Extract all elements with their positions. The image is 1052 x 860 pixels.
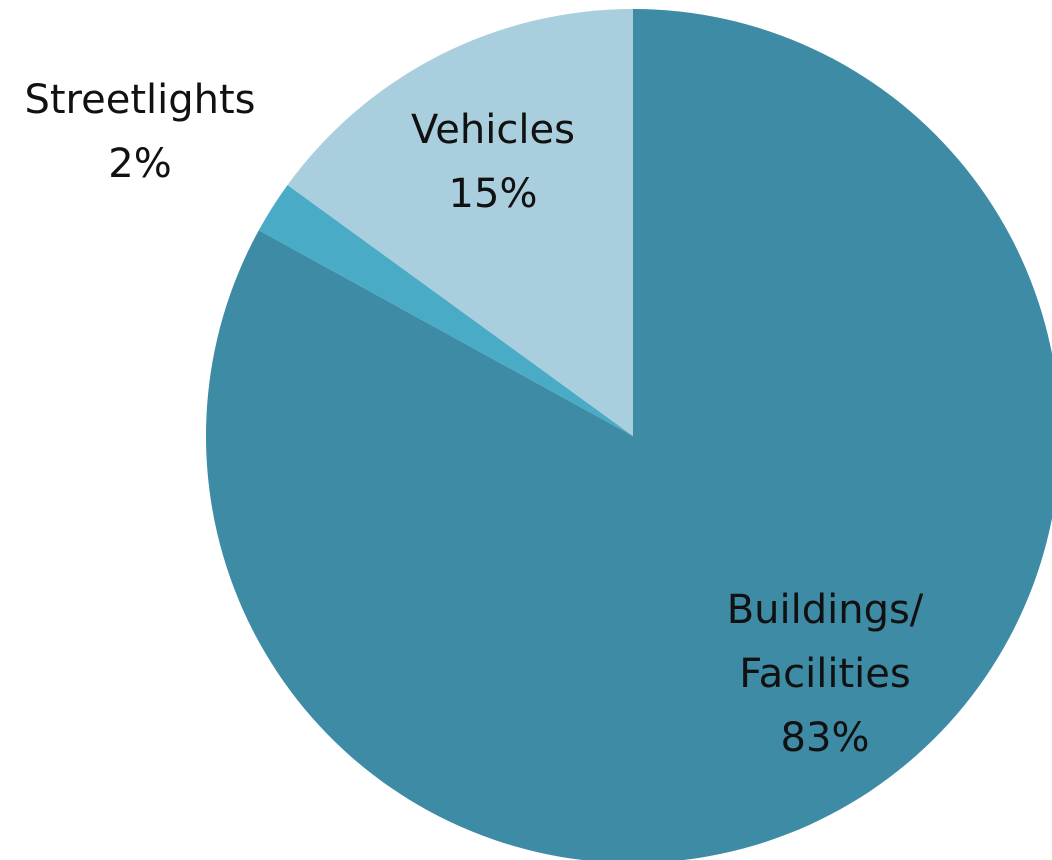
slice-label: Streetlights 2% bbox=[10, 68, 270, 196]
value-label: 2% bbox=[108, 141, 172, 187]
category-label: Vehicles bbox=[411, 107, 575, 153]
category-label: Streetlights bbox=[24, 77, 256, 123]
pie-slice bbox=[258, 185, 633, 436]
category-label: Buildings/ Facilities bbox=[726, 587, 924, 697]
value-label: 83% bbox=[780, 715, 870, 761]
slice-label: Buildings/ Facilities 83% bbox=[695, 578, 955, 770]
pie-slice bbox=[206, 9, 1052, 860]
slice-label: Vehicles 15% bbox=[363, 98, 623, 226]
pie-slice bbox=[287, 9, 633, 436]
value-label: 15% bbox=[448, 171, 538, 217]
